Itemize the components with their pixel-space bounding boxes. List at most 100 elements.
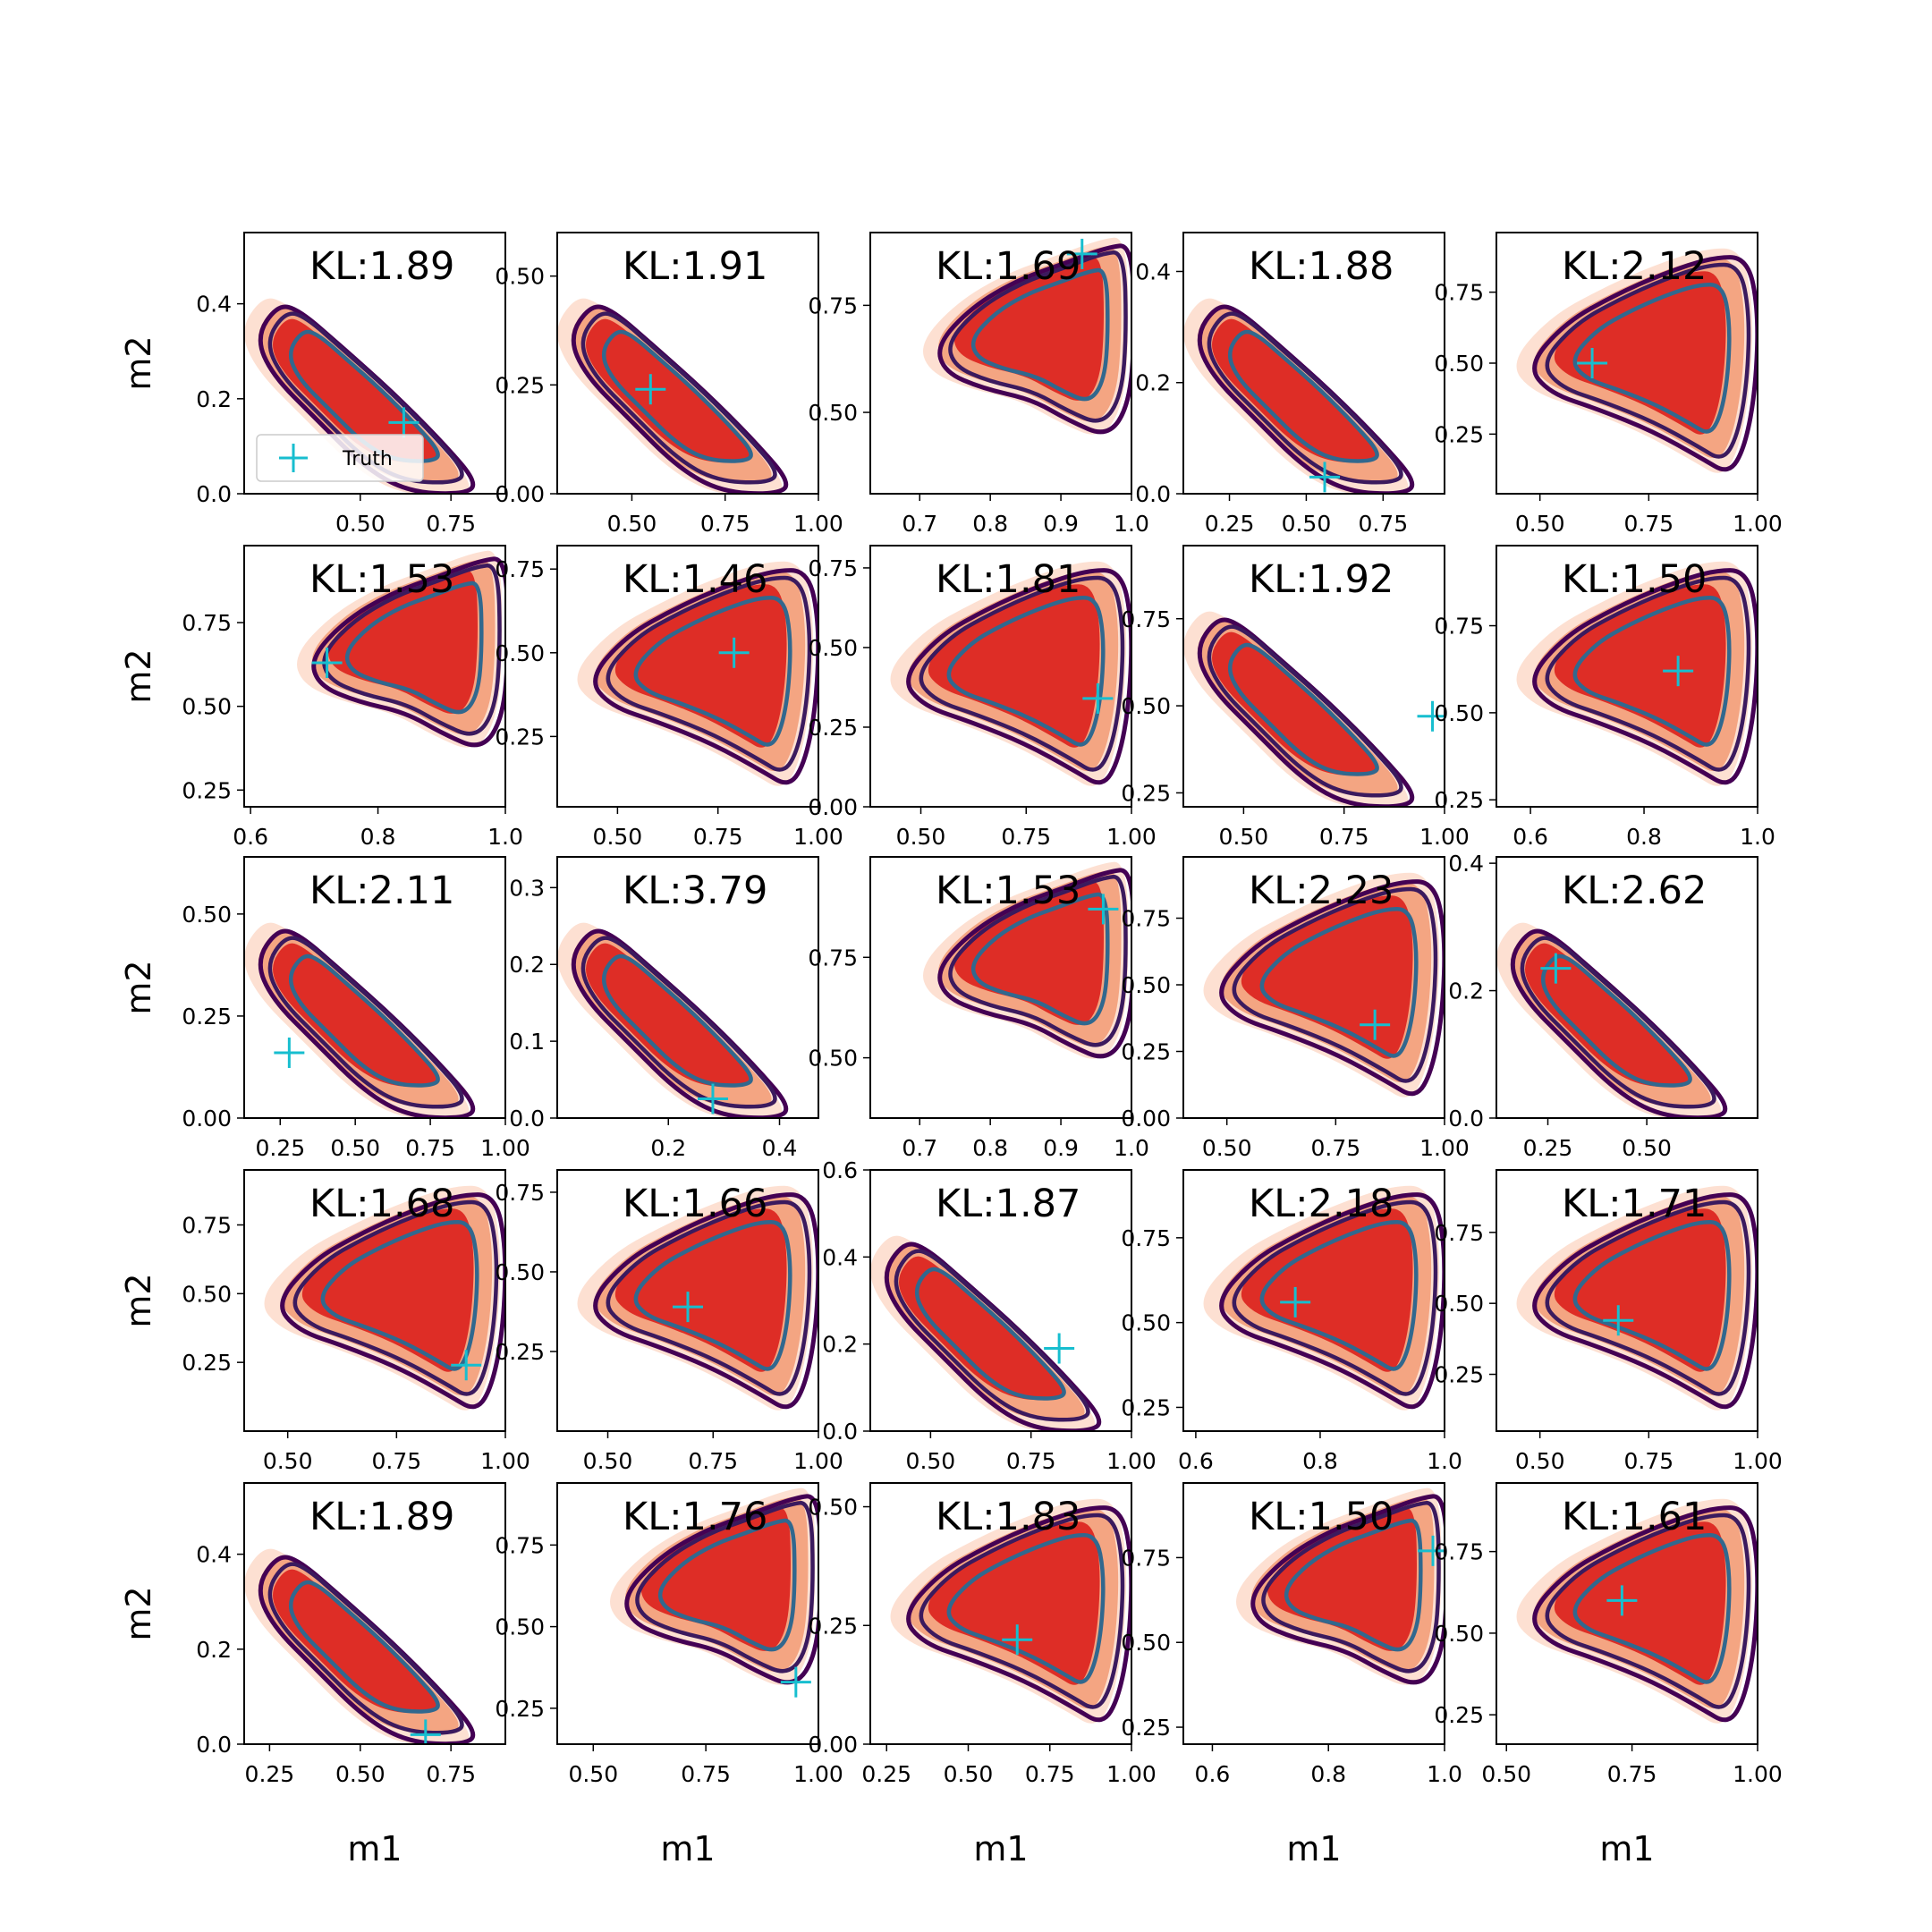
x-tick-label: 0.75 (1623, 1448, 1674, 1474)
y-tick-label: 0.25 (1121, 780, 1171, 806)
density-fill-inner (1212, 318, 1376, 463)
density-fill-inner (899, 1256, 1063, 1401)
density-fill-inner (1212, 631, 1376, 776)
kl-annotation: KL:1.71 (1562, 1182, 1707, 1226)
x-tick-label: 0.50 (335, 1761, 386, 1787)
x-tick-label: 0.75 (426, 1761, 476, 1787)
x-tick-label: 0.50 (906, 1448, 956, 1474)
x-tick-label: 1.0 (1114, 1135, 1149, 1161)
y-tick-label: 0.25 (182, 1004, 232, 1030)
density-layers (1203, 872, 1445, 1097)
panel-5-4: 0.6 0.8 1.0 0.25 0.50 0.75 KL:1.50 m1 (1121, 1482, 1462, 1868)
density-fill-inner (586, 943, 750, 1088)
kl-annotation: KL:1.61 (1562, 1495, 1707, 1539)
y-tick-label: 0.50 (495, 640, 545, 666)
panel-5-2: 0.50 0.75 1.00 0.25 0.50 0.75 KL:1.76 m1 (495, 1482, 843, 1868)
x-tick-label: 0.75 (1607, 1761, 1657, 1787)
panel-3-5: 0.25 0.50 0.0 0.2 0.4 KL:2.62 (1448, 851, 1758, 1161)
density-layers (1516, 1185, 1758, 1411)
contour-mid (1207, 624, 1403, 798)
density-layers (297, 550, 505, 748)
contour-mid (1545, 1513, 1751, 1709)
density-layers (1183, 298, 1415, 494)
contour-outer (1197, 617, 1415, 807)
x-tick-label: 1.00 (793, 511, 843, 537)
density-fill-inner (1525, 943, 1689, 1088)
x-tick-label: 0.75 (700, 511, 750, 537)
y-tick-label: 0.2 (196, 1637, 232, 1663)
y-tick-label: 0.2 (822, 1332, 858, 1358)
y-tick-label: 0.50 (1121, 972, 1171, 998)
y-tick-label: 0.00 (182, 1106, 232, 1131)
truth-marker (635, 374, 666, 405)
y-tick-label: 0.25 (1121, 1039, 1171, 1065)
contour-outer (311, 556, 505, 748)
density-layers (1496, 922, 1728, 1118)
axes-frame (243, 232, 506, 495)
kl-annotation: KL:1.66 (623, 1182, 767, 1226)
x-tick-label: 1.0 (1427, 1761, 1462, 1787)
y-tick-label: 0.4 (196, 1542, 232, 1568)
x-tick-label: 1.0 (1427, 1448, 1462, 1474)
y-tick-label: 0.75 (808, 292, 858, 318)
y-tick-label: 0.75 (1121, 906, 1171, 932)
density-layers (923, 861, 1131, 1059)
y-tick-label: 0.25 (182, 777, 232, 803)
contour-mid (1232, 886, 1438, 1083)
y-tick-label: 0.0 (196, 481, 232, 507)
x-tick-label: 0.6 (1513, 824, 1548, 850)
x-tick-label: 1.00 (1733, 1761, 1783, 1787)
kl-annotation: KL:1.91 (623, 244, 767, 289)
x-tick-label: 0.6 (233, 824, 268, 850)
truth-marker (1360, 1009, 1391, 1040)
panel-4-1: 0.50 0.75 1.00 0.25 0.50 0.75 KL:1.68 m2 (119, 1169, 530, 1474)
y-tick-label: 0.75 (495, 1180, 545, 1206)
y-tick-label: 0.25 (1434, 1702, 1484, 1728)
truth-marker (1603, 1305, 1634, 1336)
axes-frame (556, 1482, 819, 1745)
x-tick-label: 0.50 (1515, 511, 1565, 537)
x-tick-label: 0.75 (1001, 824, 1051, 850)
axes-frame (869, 1169, 1132, 1432)
x-tick-label: 0.9 (1043, 511, 1079, 537)
density-fill-inner (273, 1569, 436, 1714)
panel-3-1: 0.25 0.50 0.75 1.00 0.00 0.25 0.50 KL:2.11 m2 (119, 856, 530, 1161)
y-tick-label: 0.50 (182, 1281, 232, 1307)
x-axis-title: m1 (1286, 1829, 1341, 1868)
y-tick-label: 0.4 (1448, 851, 1484, 877)
axes-frame (556, 1169, 819, 1432)
x-axis-title: m1 (347, 1829, 402, 1868)
legend: Truth (256, 434, 424, 482)
x-tick-label: 0.75 (1358, 511, 1408, 537)
contour-mid (1207, 311, 1403, 485)
contour-mid (948, 250, 1128, 423)
density-layers (610, 1487, 818, 1698)
y-tick-label: 0.50 (182, 902, 232, 928)
y-tick-label: 0.2 (196, 386, 232, 412)
truth-marker (1088, 894, 1119, 925)
x-tick-label: 0.50 (583, 1448, 633, 1474)
y-tick-label: 0.0 (1448, 1106, 1484, 1131)
density-layers (1236, 1487, 1445, 1685)
x-tick-label: 0.75 (693, 824, 743, 850)
y-tick-label: 0.25 (1121, 1394, 1171, 1420)
y-tick-label: 0.2 (509, 952, 545, 978)
x-tick-label: 0.75 (1025, 1761, 1075, 1787)
x-tick-label: 1.0 (487, 824, 523, 850)
density-layers (557, 298, 789, 494)
x-tick-label: 0.50 (263, 1448, 313, 1474)
contour-mid (635, 1501, 815, 1674)
axes-frame (243, 1482, 506, 1745)
x-tick-label: 1.00 (1733, 511, 1783, 537)
contour-outer (937, 868, 1131, 1059)
contour-inner (1540, 953, 1692, 1088)
panel-4-2: 0.50 0.75 1.00 0.25 0.50 0.75 KL:1.66 (495, 1169, 843, 1474)
x-axis-title: m1 (660, 1829, 715, 1868)
panel-3-2: 0.2 0.4 0.0 0.1 0.2 0.3 KL:3.79 (509, 856, 819, 1161)
y-tick-label: 0.50 (1121, 693, 1171, 719)
kl-annotation: KL:1.53 (309, 557, 454, 602)
axes-frame (1496, 856, 1758, 1119)
x-axis-title: m1 (973, 1829, 1028, 1868)
x-tick-label: 0.2 (650, 1135, 686, 1161)
y-tick-label: 0.25 (495, 1696, 545, 1722)
